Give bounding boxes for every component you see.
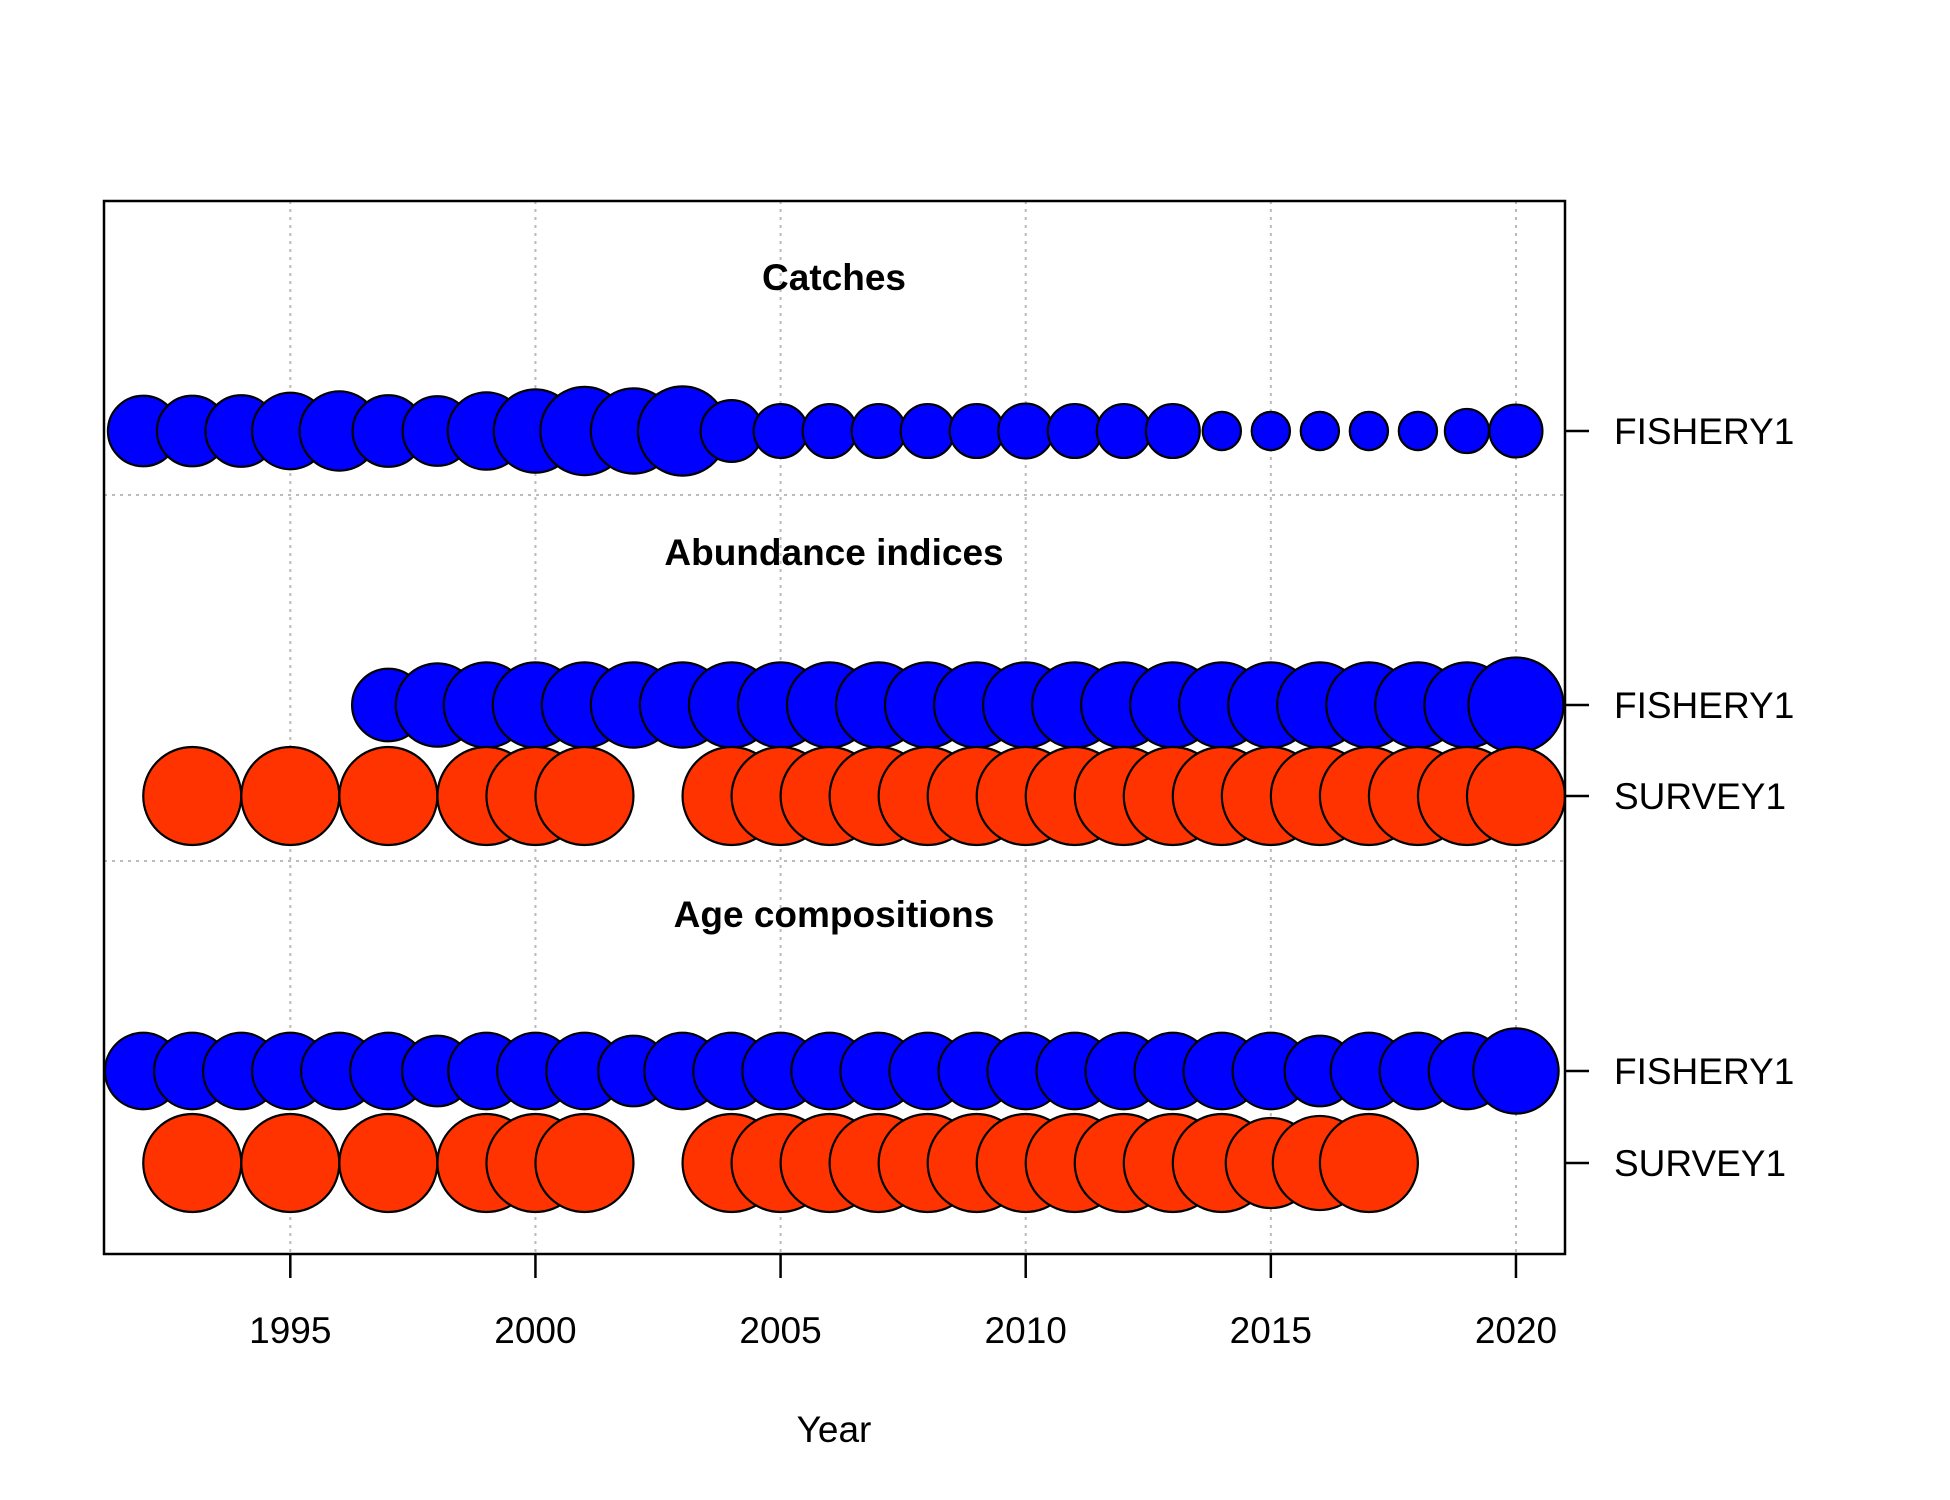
bubble-1997 <box>338 1112 439 1214</box>
bubble-2013 <box>1144 402 1201 460</box>
series-survey1 <box>142 745 1567 847</box>
bubble-1995 <box>240 1112 341 1214</box>
x-tick-label: 2010 <box>985 1310 1067 1351</box>
bubble-2014 <box>1201 410 1243 452</box>
section-title: Abundance indices <box>664 532 1003 573</box>
series-fishery1 <box>350 656 1565 754</box>
bubble-2020 <box>1467 656 1565 754</box>
section-title: Age compositions <box>674 894 995 935</box>
series-survey1 <box>142 1112 1419 1214</box>
bubble-2011 <box>1046 402 1103 460</box>
x-tick-label: 2000 <box>494 1310 576 1351</box>
bubble-2007 <box>850 402 907 460</box>
bubble-2009 <box>948 402 1005 460</box>
bubble-1997 <box>338 745 439 847</box>
series-label: FISHERY1 <box>1614 1051 1794 1092</box>
series-label: FISHERY1 <box>1614 685 1794 726</box>
bubble-1993 <box>142 1112 243 1214</box>
series-label: SURVEY1 <box>1614 776 1786 817</box>
bubble-2001 <box>534 1112 635 1214</box>
bubble-2016 <box>1299 410 1341 452</box>
x-tick-label: 1995 <box>249 1310 331 1351</box>
series-label: SURVEY1 <box>1614 1143 1786 1184</box>
right-series-axis: FISHERY1 FISHERY1 SURVEY1 FISHERY1 SURVEY1 <box>1565 411 1794 1184</box>
bubble-2019 <box>1443 407 1491 455</box>
x-tick-label: 2015 <box>1230 1310 1312 1351</box>
bubble-2015 <box>1250 410 1292 452</box>
bubble-2001 <box>534 745 635 847</box>
bubble-2020 <box>1472 1027 1560 1115</box>
series-fishery1 <box>103 1027 1560 1115</box>
bubble-2010 <box>997 402 1055 460</box>
bubble-2005 <box>752 402 809 460</box>
data-bubbles <box>103 385 1567 1214</box>
bubble-2017 <box>1348 410 1390 452</box>
bubble-2017 <box>1318 1112 1419 1214</box>
x-axis: 1995 2000 2005 2010 2015 2020 <box>249 1254 1557 1351</box>
bubble-2018 <box>1397 410 1439 452</box>
bubble-2008 <box>899 402 956 460</box>
x-axis-label: Year <box>797 1409 872 1450</box>
bubble-2012 <box>1095 402 1152 460</box>
x-tick-label: 2020 <box>1475 1310 1557 1351</box>
bubble-1993 <box>142 745 243 847</box>
bubble-2020 <box>1465 745 1567 847</box>
bubble-2020 <box>1488 403 1544 459</box>
plot-frame <box>102 199 1567 1256</box>
bubble-1995 <box>240 745 341 847</box>
section-title: Catches <box>762 257 906 298</box>
series-label: FISHERY1 <box>1614 411 1794 452</box>
section-dividers <box>104 494 1565 862</box>
series-fishery1 <box>106 385 1544 477</box>
section-titles: Catches Abundance indices Age compositions <box>664 257 1003 935</box>
x-tick-label: 2005 <box>739 1310 821 1351</box>
bubble-2006 <box>801 402 858 460</box>
